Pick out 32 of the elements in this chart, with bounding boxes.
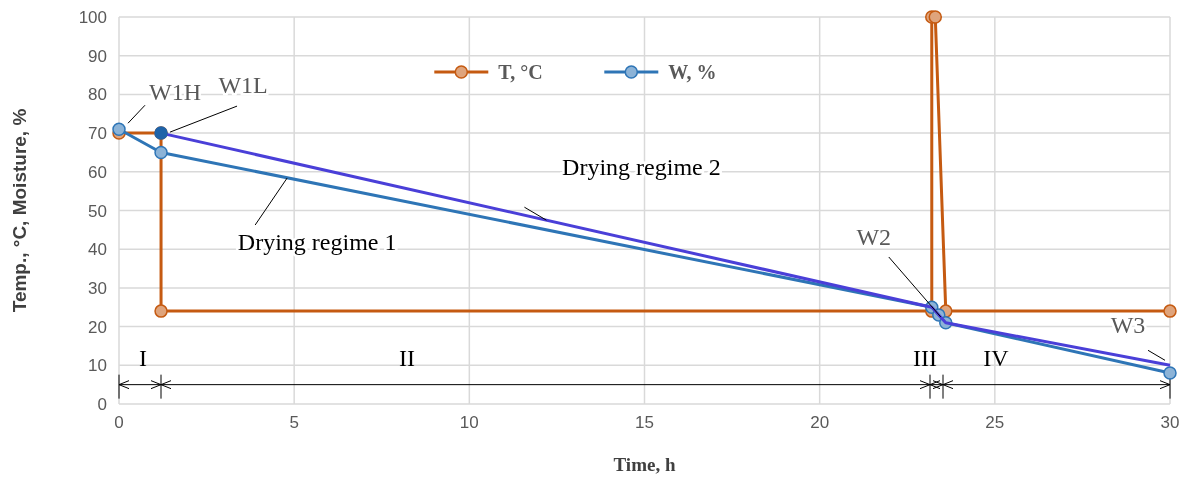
y-tick-label: 40 [88,240,107,260]
y-tick-label: 90 [88,46,107,66]
legend-label: T, °C [498,61,543,83]
annotation: IV [983,345,1010,371]
y-tick-label: 60 [88,162,107,182]
annotation: I [139,345,147,371]
x-tick-label: 0 [114,413,124,432]
annotation: II [399,345,415,371]
annotation: W3 [1110,312,1146,339]
annotation: III [913,345,937,371]
y-axis-title: Temp., °C, Moisture, % [9,108,30,313]
x-tick-label: 15 [635,413,654,432]
y-tick-label: 30 [88,278,107,298]
annotation: W1L [218,72,268,99]
annotation: W2 [856,223,892,250]
x-tick-label: 30 [1160,413,1180,432]
x-tick-label: 20 [810,413,830,432]
annotation: Drying regime 2 [562,154,721,181]
annotation: Drying regime 1 [237,228,397,255]
legend-label: W, % [668,61,717,83]
y-tick-label: 70 [88,124,107,144]
y-tick-label: 0 [97,395,107,414]
annotation: W1H [149,79,201,106]
y-tick-label: 10 [88,356,107,376]
y-tick-label: 80 [88,85,107,105]
x-tick-label: 25 [985,413,1005,432]
x-tick-label: 5 [289,413,299,432]
y-tick-label: 20 [88,317,107,337]
x-axis-title: Time, h [613,454,676,475]
y-tick-label: 100 [78,8,107,27]
y-tick-label: 50 [88,201,107,221]
x-tick-label: 10 [459,413,479,432]
